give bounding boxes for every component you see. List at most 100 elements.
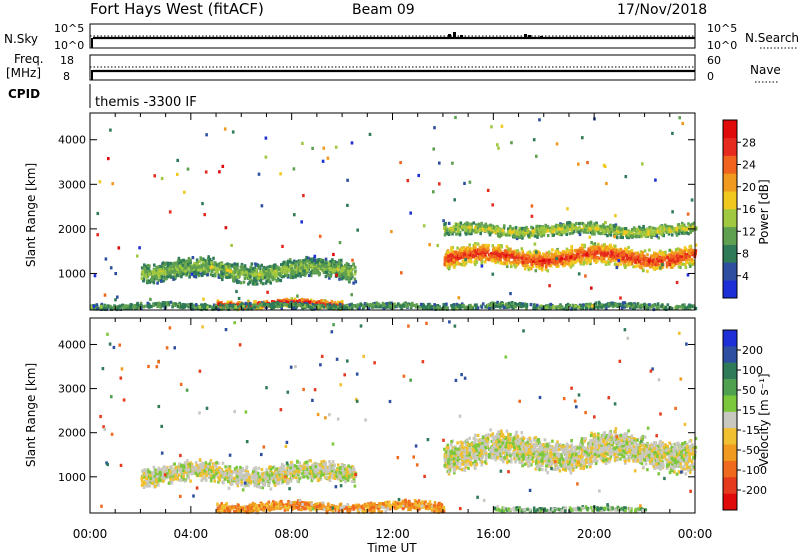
scatter-cell — [688, 264, 692, 268]
scatter-cell — [572, 230, 576, 234]
scatter-cell — [268, 303, 272, 307]
scatter-cell — [537, 224, 541, 228]
scatter-cell — [560, 227, 564, 231]
scatter-cell — [322, 305, 326, 309]
scatter-cell — [519, 302, 522, 306]
scatter-cell — [587, 305, 590, 309]
scatter-cell — [680, 226, 684, 230]
scatter-cell — [594, 303, 598, 307]
scatter-cell — [347, 266, 351, 270]
scatter-cell — [667, 232, 671, 236]
scatter-cell — [234, 305, 237, 309]
scatter-cell — [668, 227, 671, 231]
scatter-cell — [172, 264, 175, 268]
scatter-cell — [488, 303, 492, 307]
scatter-cell — [664, 307, 668, 311]
scatter-cell — [619, 228, 622, 232]
scatter-cell — [572, 223, 576, 227]
scatter-cell — [551, 256, 555, 260]
scatter-cell — [493, 251, 496, 255]
scatter-cell — [256, 263, 260, 268]
scatter-cell — [603, 303, 606, 307]
scatter-cell — [301, 302, 305, 306]
nsky-spike — [448, 34, 451, 38]
scatter-cell — [344, 273, 348, 277]
scatter-cell — [146, 301, 150, 305]
scatter-cell — [646, 234, 650, 238]
scatter-cell — [270, 268, 273, 272]
scatter-cell — [491, 252, 494, 256]
scatter-cell — [632, 265, 635, 269]
scatter-cell — [468, 243, 471, 247]
scatter-cell — [168, 271, 171, 275]
scatter-cell — [593, 248, 597, 252]
scatter-cell — [683, 231, 686, 235]
scatter-cell — [478, 255, 482, 259]
scatter-cell — [644, 231, 647, 235]
scatter-cell — [546, 225, 550, 229]
scatter-cell — [652, 260, 655, 264]
scatter-cell — [669, 306, 672, 310]
scatter-cell — [648, 305, 652, 309]
scatter-cell — [415, 303, 419, 307]
scatter-cell — [188, 264, 192, 268]
scatter-cell — [474, 246, 477, 250]
scatter-cell — [590, 241, 593, 245]
scatter-cell — [577, 256, 581, 260]
scatter-cell — [459, 255, 462, 259]
scatter-cell — [208, 304, 212, 308]
scatter-cell — [226, 271, 229, 275]
scatter-cell — [353, 277, 357, 281]
scatter-cell — [538, 266, 541, 270]
scatter-cell — [147, 302, 151, 306]
scatter-cell — [326, 273, 330, 277]
scatter-cell — [525, 262, 528, 266]
scatter-cell — [692, 261, 695, 265]
scatter-cell — [146, 263, 150, 268]
scatter-cell — [526, 265, 530, 269]
scatter-cell — [661, 251, 665, 255]
scatter-cell — [183, 266, 186, 270]
scatter-cell — [359, 303, 363, 307]
scatter-cell — [626, 235, 629, 240]
scatter-cell — [240, 271, 244, 275]
scatter-cell — [568, 232, 572, 236]
scatter-cell — [691, 228, 694, 233]
scatter-cell — [220, 263, 223, 267]
scatter-cell — [206, 305, 209, 309]
scatter-cell — [308, 273, 311, 278]
scatter-cell — [561, 262, 564, 266]
scatter-cell — [669, 263, 673, 267]
scatter-cell — [214, 304, 218, 308]
scatter-cell — [665, 261, 669, 265]
scatter-cell — [553, 253, 557, 257]
freq-bar — [91, 70, 93, 80]
scatter-cell — [196, 268, 200, 272]
scatter-cell — [577, 230, 581, 234]
scatter-cell — [342, 271, 345, 275]
scatter-cell — [529, 252, 533, 256]
scatter-cell — [156, 274, 160, 278]
scatter-cell — [217, 306, 220, 310]
scatter-cell — [672, 229, 676, 233]
scatter-cell — [689, 248, 693, 252]
scatter-cell — [569, 255, 573, 259]
scatter-cell — [393, 305, 396, 309]
scatter-cell — [684, 306, 687, 310]
scatter-cell — [576, 252, 579, 257]
scatter-cell — [584, 306, 588, 310]
scatter-cell — [303, 304, 306, 308]
scatter-cell — [118, 304, 122, 308]
scatter-cell — [481, 302, 485, 306]
scatter-cell — [530, 267, 533, 271]
scatter-cell — [625, 234, 628, 238]
scatter-cell — [465, 305, 468, 309]
scatter-cell — [659, 252, 663, 256]
scatter-cell — [104, 304, 108, 309]
scatter-cell — [581, 222, 585, 226]
scatter-cell — [170, 267, 174, 271]
scatter-cell — [320, 263, 324, 267]
scatter-cell — [389, 304, 392, 308]
scatter-cell — [479, 245, 483, 250]
scatter-cell — [340, 258, 343, 262]
